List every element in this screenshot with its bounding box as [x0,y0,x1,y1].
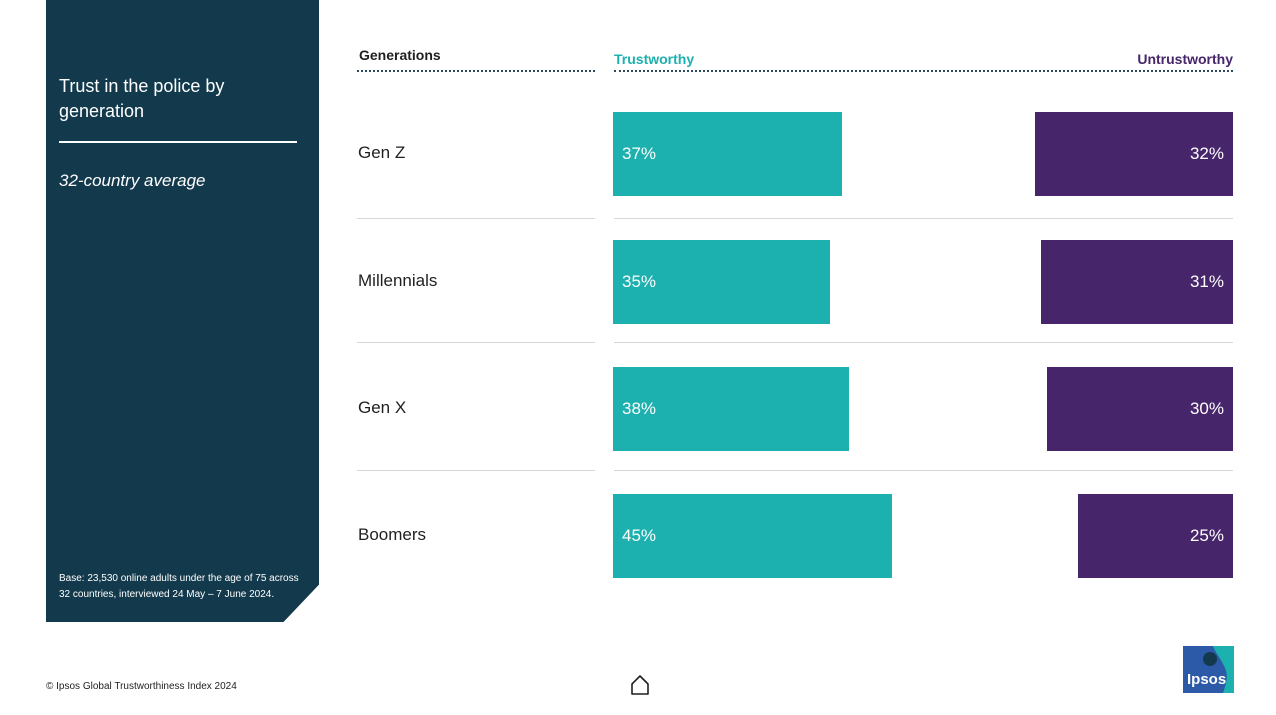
trustworthy-value-label: 45% [622,526,657,545]
untrustworthy-bar [1078,494,1233,578]
header-untrustworthy: Untrustworthy [1137,51,1233,67]
header-generations: Generations [359,47,441,63]
row-divider [357,218,595,219]
untrustworthy-bar [1034,112,1233,196]
category-label: Boomers [358,525,427,544]
header-trustworthy: Trustworthy [614,51,695,67]
row-divider [614,470,1233,471]
trustworthy-value-label: 35% [622,272,657,291]
category-label: Gen Z [358,143,406,162]
untrustworthy-bar [1040,240,1233,324]
trustworthy-bar [613,494,892,578]
untrustworthy-value-label: 32% [1189,144,1224,163]
row-divider [357,470,595,471]
trustworthy-bar [613,367,849,451]
trustworthy-value-label: 37% [622,144,657,163]
base-note: Base: 23,530 online adults under the age… [59,573,299,600]
row-divider [357,342,595,343]
trustworthy-bar [613,240,830,324]
side-panel: Trust in the police by generation 32-cou… [46,0,319,622]
row-divider [614,218,1233,219]
footer-copyright: © Ipsos Global Trustworthiness Index 202… [46,681,237,692]
trustworthy-bar [613,112,843,196]
trustworthy-value-label: 38% [622,399,657,418]
untrustworthy-value-label: 30% [1189,399,1224,418]
chart-title: Trust in the police by generation [59,76,225,121]
header-rule-right [614,70,1233,72]
untrustworthy-value-label: 31% [1189,272,1224,291]
logo-text: Ipsos [1187,671,1227,688]
header-rule-left [357,70,595,72]
category-label: Millennials [358,271,438,290]
home-icon[interactable] [629,673,651,697]
chart-subtitle: 32-country average [59,171,206,190]
category-label: Gen X [358,398,407,417]
title-divider [59,141,297,143]
ipsos-logo: Ipsos [1183,646,1234,693]
row-divider [614,342,1233,343]
untrustworthy-bar [1047,367,1233,451]
untrustworthy-value-label: 25% [1189,526,1224,545]
